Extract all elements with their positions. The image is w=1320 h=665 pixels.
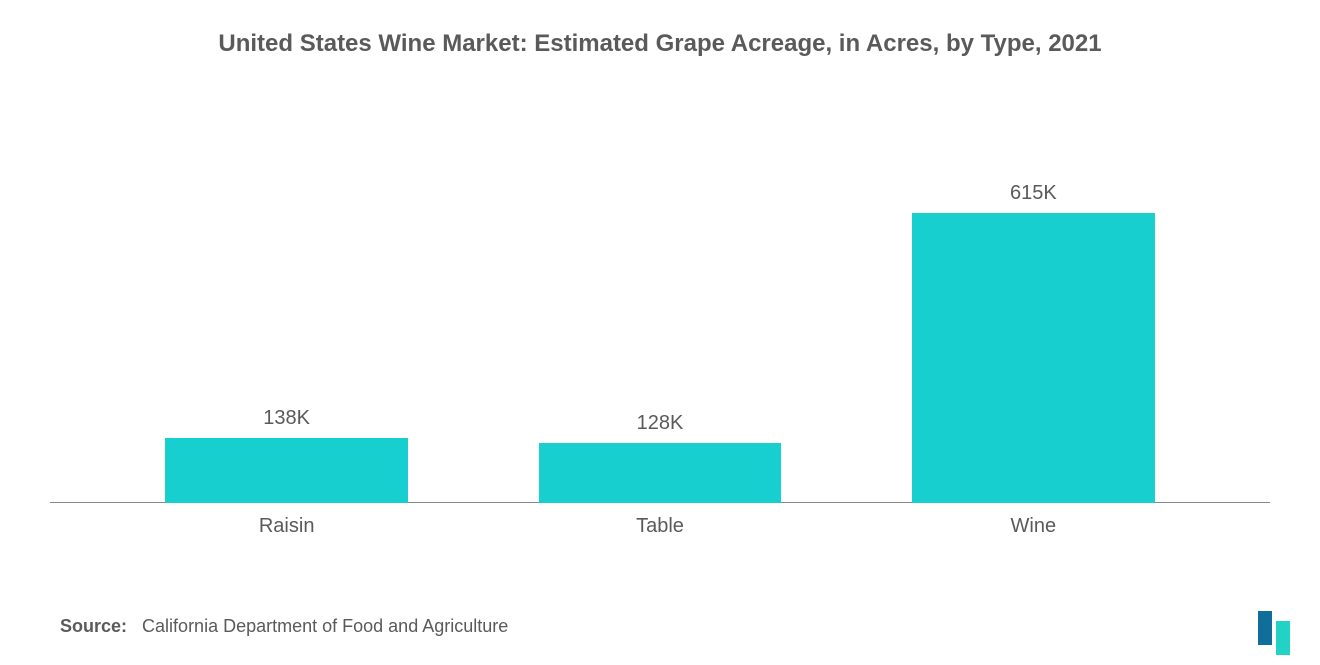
brand-logo: [1258, 611, 1290, 645]
logo-bar-1-icon: [1258, 611, 1272, 645]
plot-area: 138KRaisin128KTable615KWine: [50, 83, 1270, 543]
bar-rect: [912, 213, 1155, 503]
bar-category-label: Table: [636, 515, 684, 538]
chart-title: United States Wine Market: Estimated Gra…: [50, 30, 1270, 58]
source-label: Source:: [60, 616, 127, 636]
bar-slot: 128KTable: [539, 412, 782, 503]
bar-value-label: 128K: [637, 412, 684, 435]
bar-slot: 138KRaisin: [165, 407, 408, 503]
chart-container: United States Wine Market: Estimated Gra…: [0, 0, 1320, 665]
bar-value-label: 138K: [263, 407, 310, 430]
bar-value-label: 615K: [1010, 182, 1057, 205]
bar-slot: 615KWine: [912, 182, 1155, 503]
logo-bar-2-icon: [1276, 621, 1290, 655]
bar-category-label: Wine: [1011, 515, 1057, 538]
source-attribution: Source: California Department of Food an…: [60, 616, 508, 637]
bar-rect: [165, 438, 408, 503]
bar-category-label: Raisin: [259, 515, 315, 538]
source-text: California Department of Food and Agricu…: [142, 616, 508, 636]
bar-rect: [539, 443, 782, 503]
